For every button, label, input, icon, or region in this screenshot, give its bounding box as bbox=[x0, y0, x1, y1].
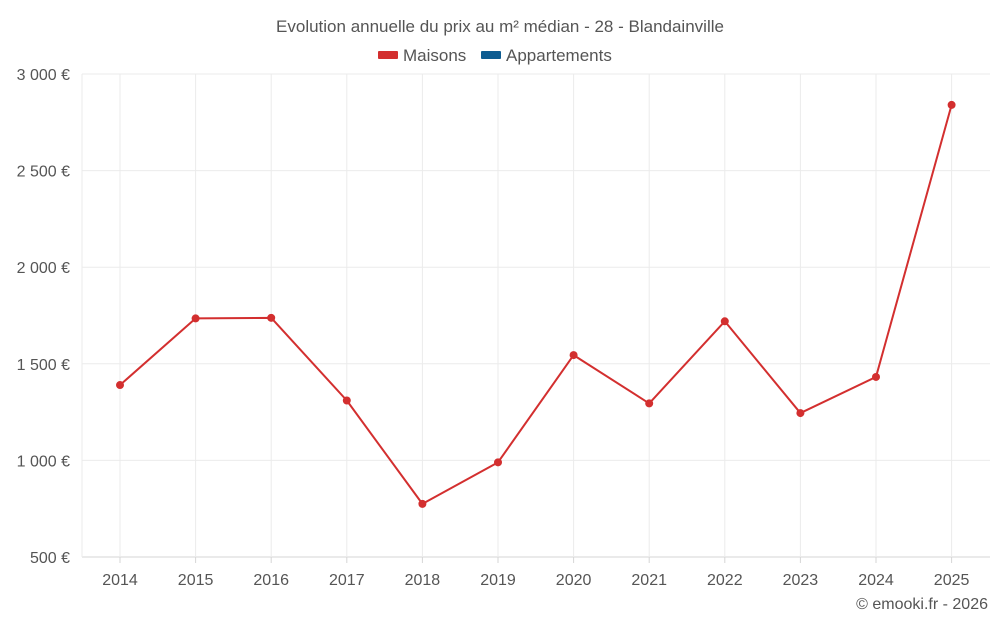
legend: Maisons Appartements bbox=[378, 46, 612, 65]
data-point-maisons-2017[interactable] bbox=[342, 396, 351, 405]
data-point-maisons-2018[interactable] bbox=[418, 499, 427, 508]
x-axis-labels: 2014 2015 2016 2017 2018 2019 2020 2021 2022 2023… bbox=[102, 572, 969, 589]
x-tick-label: 2019 bbox=[480, 572, 516, 589]
x-tick-label: 2024 bbox=[858, 572, 894, 589]
x-tick-label: 2017 bbox=[329, 572, 365, 589]
data-point-maisons-2014[interactable] bbox=[116, 381, 124, 390]
x-tick-label: 2022 bbox=[707, 572, 743, 589]
data-point-maisons-2022[interactable] bbox=[720, 317, 729, 326]
x-tick-label: 2023 bbox=[783, 572, 819, 589]
x-tick-label: 2025 bbox=[934, 572, 970, 589]
x-tick-label: 2020 bbox=[556, 572, 592, 589]
legend-swatch-maisons bbox=[378, 51, 398, 59]
x-tick-label: 2021 bbox=[631, 572, 667, 589]
y-tick-label: 2 500 € bbox=[17, 164, 70, 181]
x-tick-label: 2015 bbox=[178, 572, 214, 589]
y-tick-label: 1 500 € bbox=[17, 357, 70, 374]
credit-text: © emooki.fr - 2026 bbox=[856, 596, 988, 613]
y-axis-labels: 500 € 1 000 € 1 500 € 2 000 € 2 500 € 3 000 € bbox=[17, 67, 70, 567]
data-point-maisons-2020[interactable] bbox=[569, 351, 578, 360]
x-tick-label: 2018 bbox=[405, 572, 441, 589]
legend-label-appartements: Appartements bbox=[506, 46, 612, 65]
series-maisons bbox=[116, 100, 956, 508]
data-point-maisons-2019[interactable] bbox=[494, 458, 502, 467]
data-point-maisons-2023[interactable] bbox=[796, 409, 805, 418]
y-gridlines bbox=[82, 73, 990, 558]
legend-swatch-appartements bbox=[481, 51, 501, 59]
y-tick-label: 1 000 € bbox=[17, 453, 70, 470]
x-tick-label: 2014 bbox=[102, 572, 138, 589]
legend-label-maisons: Maisons bbox=[403, 46, 466, 65]
x-tick-label: 2016 bbox=[253, 572, 289, 589]
chart-title: Evolution annuelle du prix au m² médian … bbox=[276, 17, 724, 36]
data-point-maisons-2021[interactable] bbox=[645, 399, 654, 408]
legend-item-appartements[interactable]: Appartements bbox=[481, 46, 612, 65]
data-point-maisons-2016[interactable] bbox=[267, 313, 276, 322]
x-gridlines bbox=[81, 74, 953, 563]
data-point-maisons-2025[interactable] bbox=[947, 100, 956, 109]
y-tick-label: 500 € bbox=[30, 550, 70, 567]
y-tick-label: 3 000 € bbox=[17, 67, 70, 84]
data-point-maisons-2015[interactable] bbox=[191, 314, 200, 323]
y-tick-label: 2 000 € bbox=[17, 260, 70, 277]
data-point-maisons-2024[interactable] bbox=[872, 372, 880, 381]
series-line-maisons bbox=[119, 104, 953, 505]
legend-item-maisons[interactable]: Maisons bbox=[378, 46, 466, 65]
